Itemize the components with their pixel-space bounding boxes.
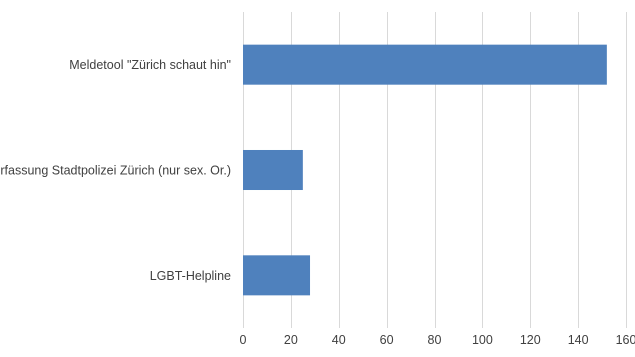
- x-tick-label: 100: [472, 333, 493, 347]
- x-tick-label: 160: [616, 333, 635, 347]
- x-tick-label: 120: [520, 333, 541, 347]
- x-tick-label: 0: [240, 333, 247, 347]
- category-label: Erfassung Stadtpolizei Zürich (nur sex. …: [0, 164, 231, 178]
- x-axis-tick-labels: 0 20 40 60 80 100 120 140 160: [240, 333, 635, 347]
- x-tick-label: 60: [380, 333, 394, 347]
- x-tick-label: 80: [428, 333, 442, 347]
- category-labels: Meldetool "Zürich schaut hin" Erfassung S…: [0, 58, 231, 283]
- x-tick-label: 140: [568, 333, 589, 347]
- bars: [243, 44, 607, 296]
- x-tick-label: 20: [284, 333, 298, 347]
- category-label: Meldetool "Zürich schaut hin": [69, 58, 231, 72]
- bar: [243, 149, 303, 191]
- x-tick-label: 40: [332, 333, 346, 347]
- bar: [243, 44, 607, 85]
- bar: [243, 255, 311, 296]
- category-label: LGBT-Helpline: [150, 269, 231, 283]
